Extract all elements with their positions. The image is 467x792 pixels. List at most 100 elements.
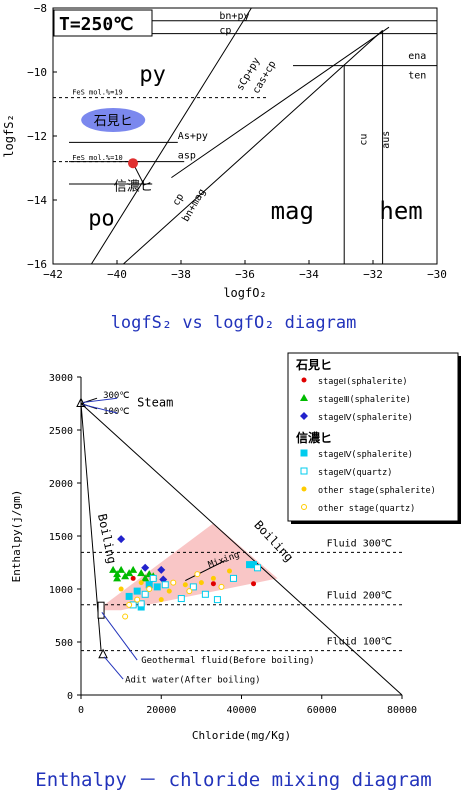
x-axis-label: Chloride(mg/Kg) bbox=[192, 729, 291, 742]
field-label: py bbox=[139, 63, 166, 88]
data-point bbox=[121, 572, 130, 580]
data-point bbox=[130, 575, 136, 581]
legend-box bbox=[287, 352, 459, 522]
phase-boundary-upper-diagonal bbox=[171, 26, 390, 179]
annotation-label: Boiling bbox=[95, 513, 119, 565]
y-tick-label: −16 bbox=[27, 258, 47, 271]
data-point bbox=[218, 583, 225, 590]
y-tick-label: 1000 bbox=[49, 585, 73, 596]
data-point bbox=[177, 595, 185, 603]
annotation-label: Adit water(After boiling) bbox=[125, 675, 260, 685]
data-point bbox=[126, 601, 133, 608]
y-tick-label: −10 bbox=[27, 66, 47, 79]
y-tick-label: 500 bbox=[55, 638, 73, 649]
temperature-box bbox=[53, 9, 153, 37]
y-tick-label: 0 bbox=[67, 691, 73, 702]
annotation-label: 100℃ bbox=[103, 407, 129, 417]
x-tick-label: −34 bbox=[299, 268, 319, 281]
legend-marker bbox=[300, 394, 308, 401]
arrow-300 bbox=[82, 397, 118, 403]
data-point bbox=[137, 600, 145, 608]
steam-point bbox=[76, 397, 86, 407]
legend-marker bbox=[300, 412, 308, 420]
legend-label: stageⅠ(sphalerite) bbox=[318, 377, 408, 387]
data-point bbox=[198, 580, 204, 586]
x-tick-label: −32 bbox=[363, 268, 383, 281]
y-axis-label: Enthalpy(j/gm) bbox=[10, 490, 23, 583]
chart1-plot-area: −42 −40 −38 −36 −34 −32 −30 −8 −10 −12 −14 −16 logfO… bbox=[2, 2, 447, 300]
chart2-caption: Enthalpy － chloride mixing diagram bbox=[35, 769, 432, 791]
geothermal-box bbox=[97, 601, 105, 619]
data-point bbox=[158, 597, 164, 603]
data-point bbox=[246, 561, 254, 569]
data-point bbox=[145, 581, 153, 589]
x-tick-label: 80000 bbox=[387, 705, 417, 716]
legend-label: stageⅣ(sphalerite) bbox=[318, 450, 413, 460]
data-point bbox=[118, 586, 124, 592]
data-point bbox=[146, 586, 153, 592]
field-label-rotated: cp bbox=[171, 192, 187, 208]
data-point bbox=[194, 571, 201, 578]
mixing-arrow bbox=[185, 559, 226, 581]
x-tick-label: 60000 bbox=[307, 705, 337, 716]
x-tick-label: 0 bbox=[78, 705, 84, 716]
annotation-label: Boiling bbox=[251, 518, 296, 565]
data-point bbox=[141, 590, 149, 598]
data-point bbox=[213, 596, 221, 604]
y-tick-label: −12 bbox=[27, 130, 47, 143]
legend-group-title: 信濃ヒ bbox=[296, 430, 332, 445]
data-point bbox=[122, 613, 129, 620]
data-point bbox=[125, 592, 133, 600]
y-tick-label: 2000 bbox=[49, 479, 73, 490]
annotation-label: 300℃ bbox=[103, 391, 129, 401]
ishimi-label: 石見ヒ bbox=[94, 114, 133, 129]
field-label: bn+py bbox=[219, 11, 249, 22]
annotation-label: Geothermal fluid(Before boiling) bbox=[141, 656, 314, 666]
field-label: FeS mol.%=19 bbox=[72, 88, 123, 96]
mixing-area bbox=[97, 523, 278, 611]
field-label: FeS mol.%=10 bbox=[72, 154, 123, 162]
y-axis-label: logfS₂ bbox=[2, 114, 16, 157]
legend-label: other stage(quartz) bbox=[318, 504, 415, 514]
reference-line-label: Fluid 200℃ bbox=[327, 591, 392, 602]
data-point bbox=[157, 565, 166, 574]
field-label: asp bbox=[178, 150, 196, 161]
field-label: cp bbox=[219, 26, 231, 37]
legend-label: stageⅣ(quartz) bbox=[318, 468, 392, 478]
data-point bbox=[113, 574, 122, 582]
legend-label: stageⅢ(sphalerite) bbox=[318, 395, 411, 405]
y-tick-label: −8 bbox=[34, 2, 47, 15]
data-point bbox=[182, 582, 188, 588]
data-point bbox=[201, 590, 209, 598]
x-tick-label: −36 bbox=[235, 268, 255, 281]
temperature-label: T=250℃ bbox=[59, 14, 133, 35]
arrow-geothermal bbox=[101, 612, 138, 661]
data-point bbox=[133, 587, 141, 595]
data-point bbox=[166, 588, 172, 594]
ishimi-ellipse bbox=[81, 108, 146, 132]
reference-line-label: Fluid 300℃ bbox=[327, 538, 392, 549]
field-label: ten bbox=[408, 70, 426, 81]
data-point bbox=[117, 535, 126, 544]
chart1-caption: logfS₂ vs logfO₂ diagram bbox=[110, 313, 357, 333]
data-point bbox=[113, 570, 122, 578]
y-tick-label: 3000 bbox=[49, 373, 73, 384]
data-point bbox=[141, 574, 150, 582]
enthalpy-chloride-chart: 0 20000 40000 60000 80000 0 500 1000 1500 2000 250… bbox=[10, 352, 461, 742]
arrow-100 bbox=[82, 404, 118, 414]
x-tick-label: 40000 bbox=[226, 705, 256, 716]
data-point bbox=[137, 569, 146, 577]
data-point bbox=[109, 565, 118, 573]
x-tick-label: −40 bbox=[107, 268, 127, 281]
data-point bbox=[138, 580, 144, 586]
x-tick-label: −38 bbox=[171, 268, 191, 281]
y-tick-label: 1500 bbox=[49, 532, 73, 543]
field-label-rotated: aus bbox=[381, 131, 392, 149]
legend-group-title: 石見ヒ bbox=[295, 357, 332, 372]
field-label: ena bbox=[408, 51, 426, 62]
arrow-adit bbox=[103, 656, 124, 680]
legend-marker bbox=[300, 449, 308, 457]
data-point bbox=[161, 581, 169, 589]
field-label: As+py bbox=[178, 131, 208, 142]
chart2-plot-area: 0 20000 40000 60000 80000 0 500 1000 1500 2000 250… bbox=[10, 352, 461, 742]
